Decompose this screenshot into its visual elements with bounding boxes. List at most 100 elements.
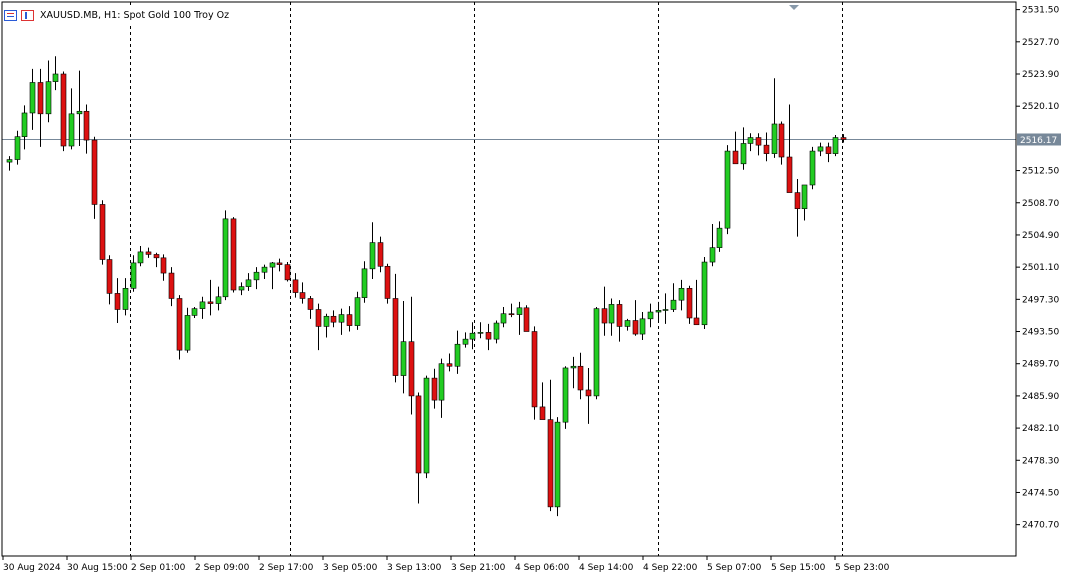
candle-body-bear — [786, 156, 793, 193]
candle — [740, 127, 747, 170]
chart-list-icon[interactable] — [4, 9, 17, 21]
candle-body-bear — [763, 144, 770, 154]
candle-body-bear — [508, 313, 515, 316]
candle — [377, 236, 384, 273]
y-tick-label: 2508.70 — [1022, 199, 1059, 209]
candle-body-bear — [160, 257, 167, 274]
candle — [593, 306, 600, 400]
candle — [662, 293, 669, 324]
candle — [686, 285, 693, 324]
candle — [52, 56, 59, 91]
candle-body-bear — [539, 406, 546, 420]
candle-body-bull — [562, 367, 569, 423]
candle — [585, 367, 592, 424]
candle-body-bull — [68, 113, 75, 147]
candle-body-bear — [37, 82, 44, 115]
candle — [68, 88, 75, 150]
candle-body-bull — [323, 315, 330, 327]
candle-body-bull — [423, 377, 430, 474]
candle-body-bull — [6, 159, 13, 163]
candle — [45, 60, 52, 123]
candle — [724, 145, 731, 235]
candle — [547, 379, 554, 512]
candle — [83, 104, 90, 154]
current-price-label: 2516.17 — [1020, 136, 1057, 146]
candle-body-bull — [184, 315, 191, 351]
candle-body-bull — [655, 310, 662, 313]
candle-body-bull — [222, 218, 229, 298]
candle-body-bull — [122, 288, 129, 310]
candle — [207, 279, 214, 316]
x-tick-label: 4 Sep 22:00 — [643, 563, 698, 573]
candle — [29, 68, 36, 130]
candle — [106, 255, 113, 305]
candle-body-bull — [45, 81, 52, 115]
candle — [632, 300, 639, 336]
y-tick-label: 2504.90 — [1022, 231, 1059, 241]
candle-body-bear — [601, 308, 608, 324]
chart-shift-marker-icon[interactable] — [789, 5, 799, 10]
symbol-properties-icon[interactable] — [21, 9, 34, 21]
y-tick-label: 2497.30 — [1022, 295, 1059, 305]
y-tick-label: 2489.70 — [1022, 360, 1059, 370]
candle-body-bear — [91, 139, 98, 205]
candle-body-bear — [840, 137, 847, 140]
candle-body-bull — [199, 301, 206, 309]
candle — [292, 273, 299, 298]
x-tick-label: 5 Sep 15:00 — [771, 563, 826, 573]
candle-body-bull — [832, 137, 839, 154]
candle — [392, 273, 399, 383]
candle — [99, 200, 106, 265]
candle — [215, 286, 222, 311]
candle — [701, 256, 708, 329]
candle — [608, 298, 615, 336]
candle — [176, 295, 183, 360]
x-tick-label: 4 Sep 06:00 — [515, 563, 570, 573]
candle — [601, 286, 608, 336]
candle — [809, 146, 816, 190]
candle-body-bull — [21, 112, 28, 137]
candle-body-bull — [245, 279, 252, 287]
plot-border — [1, 1, 1017, 557]
candle-body-bull — [130, 262, 137, 289]
candle-body-bull — [817, 146, 824, 152]
candle — [454, 330, 461, 374]
candle — [346, 306, 353, 332]
candle — [137, 245, 144, 267]
candle-body-bear — [207, 301, 214, 304]
candle-body-bear — [408, 341, 415, 397]
candle — [76, 70, 83, 147]
candle — [732, 131, 739, 165]
candle-body-bear — [315, 309, 322, 327]
candle — [153, 252, 160, 268]
candle — [330, 310, 337, 328]
price-axis[interactable]: 2531.50 2527.70 2523.90 2520.10 2512.50 2508.… — [1016, 6, 1061, 531]
candle — [716, 221, 723, 252]
candle — [438, 358, 445, 418]
candle-body-bear — [794, 192, 801, 209]
x-tick-label: 5 Sep 07:00 — [707, 563, 762, 573]
candle — [184, 307, 191, 353]
candle-body-bull — [438, 363, 445, 401]
candle — [485, 323, 492, 351]
candle-body-bear — [547, 419, 554, 508]
candle-body-bull — [771, 123, 778, 154]
candle — [423, 375, 430, 479]
candle — [771, 78, 778, 158]
candle — [145, 247, 152, 258]
candles — [6, 56, 847, 517]
candle — [616, 300, 623, 342]
candle — [778, 121, 785, 165]
plot-frame — [1, 1, 1017, 557]
x-tick-label: 3 Sep 13:00 — [387, 563, 442, 573]
candle — [323, 313, 330, 338]
candle — [523, 305, 530, 332]
candle-body-bull — [369, 242, 376, 270]
time-axis[interactable]: 30 Aug 2024 30 Aug 15:00 2 Sep 01:00 2 Sep … — [2, 556, 890, 573]
candle — [678, 279, 685, 311]
candle-body-bull — [400, 341, 407, 376]
candle-body-bear — [330, 315, 337, 323]
candle — [577, 352, 584, 400]
candle-body-bear — [346, 314, 353, 326]
